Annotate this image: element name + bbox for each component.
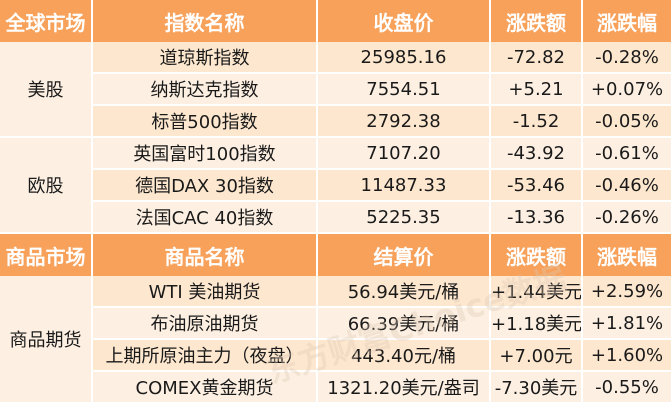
change-value: -43.92: [490, 137, 583, 170]
group-label: 欧股: [0, 137, 93, 234]
commodity-name: 上期所原油主力（夜盘）: [92, 339, 318, 372]
settle-value: 56.94美元/桶: [317, 276, 491, 308]
change-pct: -0.61%: [582, 137, 671, 170]
change-pct: +1.81%: [582, 307, 671, 340]
change-value: +1.44美元: [490, 276, 583, 308]
change-value: -7.30美元: [490, 371, 583, 404]
index-name: 标普500指数: [92, 105, 318, 138]
change-value: -13.36: [490, 201, 583, 234]
header-close: 收盘价: [317, 0, 491, 42]
header-row-commodities: 商品市场 商品名称 结算价 涨跌额 涨跌幅: [0, 233, 671, 276]
table-row: COMEX黄金期货 1321.20美元/盎司 -7.30美元 -0.55%: [0, 371, 671, 404]
header-change-pct: 涨跌幅: [582, 233, 671, 276]
table-row: 美股 道琼斯指数 25985.16 -72.82 -0.28%: [0, 42, 671, 138]
header-market: 全球市场: [0, 0, 93, 42]
table-row: 布油原油期货 66.39美元/桶 +1.18美元 +1.81%: [0, 307, 671, 340]
settle-value: 66.39美元/桶: [317, 307, 491, 340]
change-value: -53.46: [490, 169, 583, 202]
close-value: 7554.51: [317, 73, 491, 106]
close-value: 25985.16: [317, 42, 491, 74]
close-value: 7107.20: [317, 137, 491, 170]
change-pct: +1.60%: [582, 339, 671, 372]
header-row-stocks: 全球市场 指数名称 收盘价 涨跌额 涨跌幅: [0, 0, 671, 42]
header-commodity-name: 商品名称: [92, 233, 318, 276]
close-value: 5225.35: [317, 201, 491, 234]
table-row: 欧股 英国富时100指数 7107.20 -43.92 -0.61%: [0, 137, 671, 234]
commodity-name: 布油原油期货: [92, 307, 318, 340]
table-row: 法国CAC 40指数 5225.35 -13.36 -0.26%: [0, 201, 671, 234]
index-name: 纳斯达克指数: [92, 73, 318, 106]
header-commodity-market: 商品市场: [0, 233, 93, 276]
header-change-pct: 涨跌幅: [582, 0, 671, 42]
index-name: 德国DAX 30指数: [92, 169, 318, 202]
change-pct: -0.55%: [582, 371, 671, 404]
change-value: +1.18美元: [490, 307, 583, 340]
group-label: 美股: [0, 42, 93, 138]
close-value: 2792.38: [317, 105, 491, 138]
index-name: 英国富时100指数: [92, 137, 318, 170]
table-row: 纳斯达克指数 7554.51 +5.21 +0.07%: [0, 73, 671, 106]
market-table: 全球市场 指数名称 收盘价 涨跌额 涨跌幅 美股 道琼斯指数 25985.16 …: [0, 0, 671, 404]
table-row: 上期所原油主力（夜盘） 443.40元/桶 +7.00元 +1.60%: [0, 339, 671, 372]
index-name: 道琼斯指数: [92, 42, 318, 74]
header-settle: 结算价: [317, 233, 491, 276]
close-value: 11487.33: [317, 169, 491, 202]
change-pct: -0.26%: [582, 201, 671, 234]
settle-value: 443.40元/桶: [317, 339, 491, 372]
change-pct: +2.59%: [582, 276, 671, 308]
change-value: -72.82: [490, 42, 583, 74]
commodity-name: COMEX黄金期货: [92, 371, 318, 404]
change-pct: -0.46%: [582, 169, 671, 202]
index-name: 法国CAC 40指数: [92, 201, 318, 234]
change-pct: -0.28%: [582, 42, 671, 74]
table-row: 标普500指数 2792.38 -1.52 -0.05%: [0, 105, 671, 138]
header-change: 涨跌额: [490, 0, 583, 42]
change-value: -1.52: [490, 105, 583, 138]
change-pct: +0.07%: [582, 73, 671, 106]
group-label: 商品期货: [0, 276, 93, 404]
commodity-name: WTI 美油期货: [92, 276, 318, 308]
header-index-name: 指数名称: [92, 0, 318, 42]
settle-value: 1321.20美元/盎司: [317, 371, 491, 404]
table-row: 德国DAX 30指数 11487.33 -53.46 -0.46%: [0, 169, 671, 202]
header-change: 涨跌额: [490, 233, 583, 276]
table-row: 商品期货 WTI 美油期货 56.94美元/桶 +1.44美元 +2.59%: [0, 276, 671, 404]
change-value: +7.00元: [490, 339, 583, 372]
change-pct: -0.05%: [582, 105, 671, 138]
change-value: +5.21: [490, 73, 583, 106]
